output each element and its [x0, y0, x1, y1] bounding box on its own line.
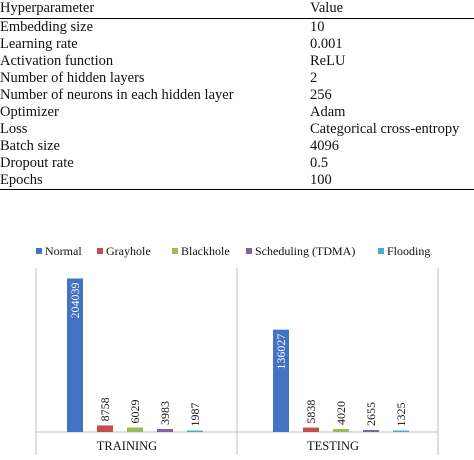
row-name: Activation function [0, 53, 114, 69]
data-label: 204039 [68, 282, 82, 318]
row-name: Learning rate [0, 36, 78, 52]
data-label: 5838 [304, 400, 318, 424]
legend-swatch [378, 248, 384, 254]
row-value: 4096 [310, 138, 339, 154]
legend-swatch [246, 248, 252, 254]
row-name: Epochs [0, 172, 310, 190]
table-row: Batch size 4096 [0, 138, 474, 155]
x-tick-label: TRAINING [97, 439, 157, 453]
data-label: 8758 [98, 397, 112, 421]
chart-bars: 204039 8758 6029 3983 1987 136027 5838 4020 2655… [67, 278, 409, 432]
bar-blackhole-training [127, 427, 143, 432]
x-tick-labels: TRAINING TESTING [97, 439, 359, 453]
row-name: Embedding size [0, 19, 94, 35]
data-label: 3983 [158, 401, 172, 425]
table-row: Dropout rate 0.5 [0, 155, 474, 172]
data-label: 1325 [394, 403, 408, 427]
legend-item: Scheduling (TDMA) [246, 244, 355, 258]
row-value: Adam [310, 104, 346, 120]
bar-normal-training [67, 278, 83, 432]
table-row: Optimizer Adam [0, 104, 474, 121]
table-row: Activation function ReLU [0, 53, 474, 70]
row-value: ReLU [310, 53, 346, 69]
legend-label: Scheduling (TDMA) [255, 244, 355, 258]
row-name: Optimizer [0, 104, 59, 120]
bar-grayhole-testing [303, 427, 319, 432]
header-value: Value [310, 0, 474, 19]
x-tick-label: TESTING [307, 439, 359, 453]
legend-item: Grayhole [97, 244, 151, 258]
bar-scheduling-tdma-training [157, 429, 173, 432]
hyperparameter-table-block: Hyperparameter Value Embedding size 10 L… [0, 0, 474, 190]
table-row: Loss Categorical cross-entropy [0, 121, 474, 138]
hyperparameter-table: Hyperparameter Value Embedding size 10 L… [0, 0, 474, 190]
dataset-distribution-chart: Normal Grayhole Blackhole Scheduling (TDMA)… [0, 238, 474, 455]
bar-blackhole-testing [333, 428, 349, 432]
table-header-row: Hyperparameter Value [0, 0, 474, 19]
legend-label: Normal [45, 244, 82, 258]
table-row: Number of neurons in each hidden layer 2… [0, 87, 474, 104]
row-value: 0.001 [310, 36, 343, 52]
row-name: Dropout rate [0, 155, 74, 171]
table-row: Number of hidden layers 2 [0, 70, 474, 87]
legend-label: Blackhole [181, 244, 230, 258]
row-name: Loss [0, 121, 28, 137]
data-label: 136027 [274, 334, 288, 370]
legend-item: Flooding [378, 244, 430, 258]
table-row: Learning rate 0.001 [0, 36, 474, 53]
bar-normal-testing [273, 329, 289, 432]
bar-flooding-testing [393, 430, 409, 432]
legend-label: Flooding [387, 244, 430, 258]
bar-scheduling-tdma-testing [363, 430, 379, 432]
legend-item: Blackhole [172, 244, 230, 258]
legend-swatch [97, 248, 103, 254]
row-value: 10 [310, 19, 325, 35]
legend-swatch [36, 248, 42, 254]
row-name: Number of hidden layers [0, 70, 145, 86]
row-value: 2 [310, 70, 318, 86]
row-name: Batch size [0, 138, 60, 154]
row-value: 100 [310, 172, 474, 190]
row-value: 256 [310, 87, 332, 103]
row-value: Categorical cross-entropy [310, 121, 460, 137]
row-name: Number of neurons in each hidden layer [0, 87, 234, 103]
data-label: 1987 [188, 403, 202, 427]
data-label: 6029 [128, 399, 142, 423]
bar-flooding-training [187, 430, 203, 432]
data-label: 4020 [334, 401, 348, 425]
table-row: Epochs 100 [0, 172, 474, 190]
data-label: 2655 [364, 402, 378, 426]
bar-grayhole-training [97, 425, 113, 432]
legend-swatch [172, 248, 178, 254]
header-hyperparameter: Hyperparameter [0, 0, 310, 19]
legend-label: Grayhole [106, 244, 151, 258]
row-value: 0.5 [310, 155, 329, 171]
chart-svg: Normal Grayhole Blackhole Scheduling (TDMA)… [35, 244, 439, 455]
chart-legend: Normal Grayhole Blackhole Scheduling (TDMA)… [36, 244, 430, 258]
table-row: Embedding size 10 [0, 19, 474, 37]
legend-item: Normal [36, 244, 82, 258]
